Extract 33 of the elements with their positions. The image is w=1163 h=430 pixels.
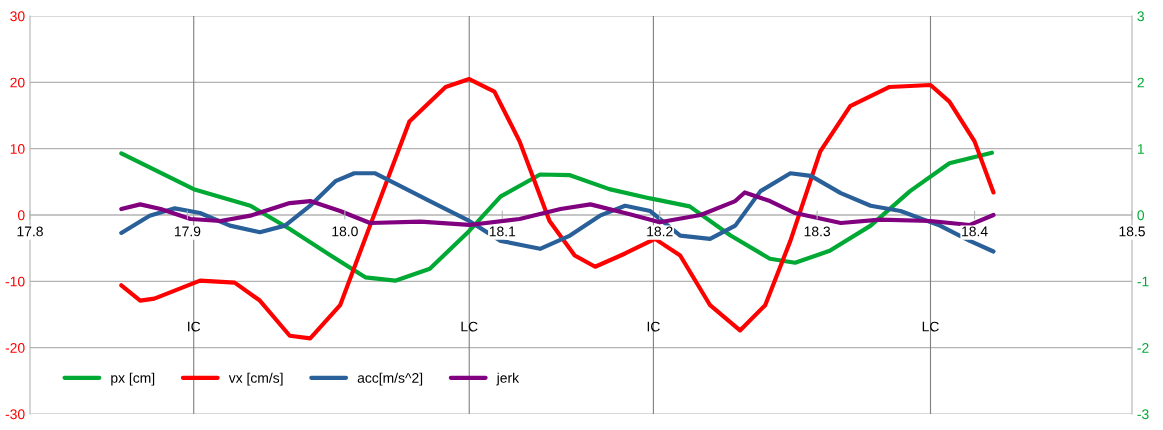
y2-tick-label: 1	[1137, 144, 1144, 154]
x-tick-label: 17.8	[17, 226, 43, 237]
x-tick-label: 18.3	[804, 226, 831, 237]
ref-line-label: IC	[647, 321, 660, 332]
ref-line-label: IC	[188, 321, 201, 332]
y-tick-label: -20	[5, 343, 25, 353]
x-tick-label: 18.0	[332, 226, 358, 237]
y2-tick-label: -3	[1137, 409, 1149, 420]
legend-label: vx [cm/s]	[228, 372, 283, 386]
y2-tick-label: 3	[1137, 11, 1144, 22]
ref-line-label: LC	[922, 321, 939, 332]
line-series	[119, 76, 996, 341]
y-tick-label: 10	[10, 144, 25, 154]
x-tick-label: 18.5	[1119, 226, 1145, 237]
y-tick-label: 20	[10, 77, 25, 88]
legend-label: jerk	[496, 372, 520, 386]
ref-line-label: LC	[461, 321, 478, 332]
y-tick-label: 30	[10, 11, 25, 22]
y-tick-label: -30	[5, 409, 25, 420]
line-series	[119, 171, 996, 254]
y2-tick-label: 0	[1137, 210, 1145, 221]
line-series	[119, 150, 994, 283]
y2-tick-label: 2	[1137, 77, 1144, 88]
y2-tick-label: -1	[1137, 276, 1149, 287]
x-tick-label: 17.9	[174, 226, 201, 237]
legend-label: acc[m/s^2]	[357, 372, 423, 386]
y2-tick-label: -2	[1137, 343, 1149, 353]
y-tick-label: -10	[5, 276, 25, 287]
y-tick-label: 0	[17, 210, 25, 221]
x-tick-label: 18.4	[962, 226, 988, 237]
x-tick-label: 18.1	[489, 226, 516, 237]
x-tick-label: 18.2	[647, 226, 673, 237]
legend-label: px [cm]	[111, 372, 155, 386]
